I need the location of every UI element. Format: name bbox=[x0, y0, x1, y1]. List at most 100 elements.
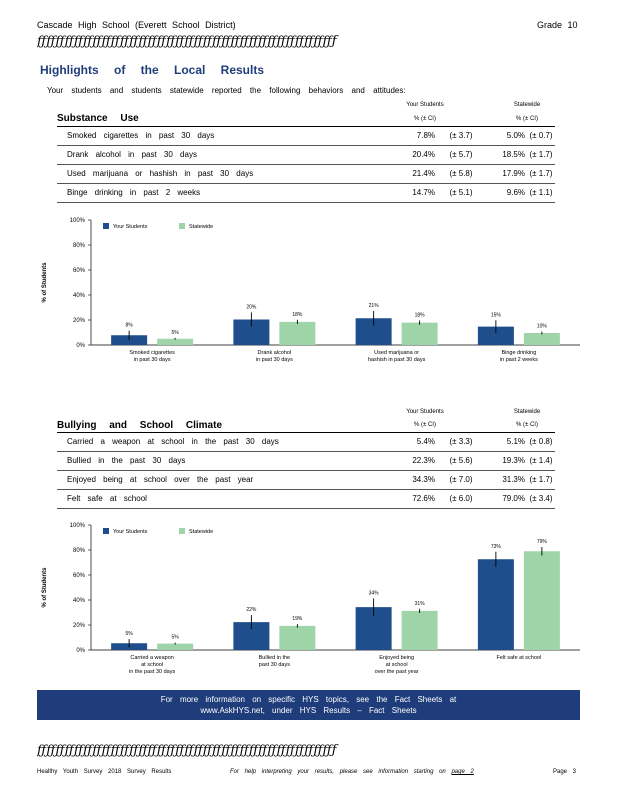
bottom-decorative-rule: ƒƒƒƒƒƒƒƒƒƒƒƒƒƒƒƒƒƒƒƒƒƒƒƒƒƒƒƒƒƒƒƒƒƒƒƒƒƒƒƒ… bbox=[37, 743, 337, 758]
row-value-state: 17.9% bbox=[502, 169, 525, 178]
y-axis-label: % of Students bbox=[42, 262, 48, 303]
row-label: Binge drinking in past 2 weeks bbox=[67, 188, 201, 197]
x-tick-label: at school bbox=[386, 662, 408, 668]
row-ci-state: (± 1.7) bbox=[529, 475, 553, 484]
data-label: 8% bbox=[126, 323, 134, 329]
row-value-yours: 14.7% bbox=[412, 188, 435, 197]
col-header-yours: Your Students bbox=[406, 409, 444, 415]
row-label: Drank alcohol in past 30 days bbox=[67, 150, 197, 159]
row-value-yours: 21.4% bbox=[412, 169, 435, 178]
y-tick-label: 40% bbox=[73, 293, 86, 299]
bar bbox=[401, 322, 438, 345]
y-tick-label: 0% bbox=[76, 343, 85, 349]
y-tick-label: 0% bbox=[76, 648, 85, 654]
row-value-state: 5.0% bbox=[506, 131, 525, 140]
x-tick-label: hashish in past 30 days bbox=[368, 357, 426, 363]
legend-swatch bbox=[103, 223, 109, 229]
table-top-rule bbox=[57, 126, 555, 127]
footer-page-ref-link[interactable]: page 2 bbox=[451, 769, 474, 775]
row-value-yours: 7.8% bbox=[416, 131, 435, 140]
col-header-state: Statewide bbox=[513, 409, 541, 415]
section-title-bullying: Bullying and School Climate bbox=[57, 420, 223, 431]
y-tick-label: 20% bbox=[73, 623, 86, 629]
data-label: 18% bbox=[415, 313, 426, 319]
row-label: Enjoyed being at school over the past ye… bbox=[67, 475, 254, 484]
bar bbox=[523, 551, 560, 650]
fact-sheets-banner: For more information on specific HYS top… bbox=[37, 690, 580, 720]
row-ci-state: (± 0.8) bbox=[529, 437, 553, 446]
row-ci-yours: (± 6.0) bbox=[449, 494, 473, 503]
row-label: Carried a weapon at school in the past 3… bbox=[67, 437, 279, 446]
data-label: 21% bbox=[369, 303, 380, 309]
x-tick-label: Bullied in the bbox=[259, 655, 291, 661]
bar bbox=[157, 338, 194, 345]
footer-page-number: Page 3 bbox=[553, 769, 577, 775]
row-ci-yours: (± 5.6) bbox=[449, 456, 473, 465]
row-ci-yours: (± 7.0) bbox=[449, 475, 473, 484]
legend-label: Your Students bbox=[113, 224, 148, 230]
bar bbox=[279, 625, 316, 650]
x-tick-label: Binge drinking bbox=[501, 350, 536, 356]
y-axis-label: % of Students bbox=[42, 567, 48, 608]
col-header-ci-state: % (± CI) bbox=[516, 422, 538, 428]
data-label: 34% bbox=[369, 590, 380, 596]
data-label: 5% bbox=[126, 631, 134, 637]
row-value-state: 79.0% bbox=[502, 494, 525, 503]
bullying-climate-chart: % of Students 0% 20% 40% 60% 80% 100% Your Stud… bbox=[42, 523, 580, 675]
x-tick-label: Felt safe at school bbox=[497, 655, 542, 661]
x-tick-label: in the past 30 days bbox=[129, 669, 175, 675]
x-tick-label: Used marijuana or bbox=[374, 350, 419, 356]
row-ci-yours: (± 3.3) bbox=[449, 437, 473, 446]
col-header-ci-yours: % (± CI) bbox=[414, 116, 436, 122]
top-decorative-rule: ƒƒƒƒƒƒƒƒƒƒƒƒƒƒƒƒƒƒƒƒƒƒƒƒƒƒƒƒƒƒƒƒƒƒƒƒƒƒƒƒ… bbox=[37, 34, 337, 49]
row-ci-state: (± 3.4) bbox=[529, 494, 553, 503]
row-ci-yours: (± 5.7) bbox=[449, 150, 473, 159]
x-tick-label: past 30 days bbox=[259, 662, 290, 668]
bar bbox=[279, 321, 316, 345]
data-label: 20% bbox=[246, 304, 257, 310]
legend-swatch bbox=[179, 528, 185, 534]
row-value-yours: 22.3% bbox=[412, 456, 435, 465]
x-tick-label: Smoked cigarettes bbox=[129, 350, 175, 356]
x-tick-label: in past 30 days bbox=[256, 357, 293, 363]
y-tick-label: 60% bbox=[73, 268, 86, 274]
row-value-state: 19.3% bbox=[502, 456, 525, 465]
substance-use-chart: % of Students 0% 20% 40% 60% 80% 100% Your Stud… bbox=[42, 218, 580, 363]
data-label: 22% bbox=[246, 607, 257, 613]
x-tick-label: in past 2 weeks bbox=[500, 357, 538, 363]
table-row: Used marijuana or hashish in past 30 day… bbox=[57, 165, 555, 184]
row-value-state: 5.1% bbox=[506, 437, 525, 446]
grade-label: Grade 10 bbox=[537, 20, 578, 30]
page-title: Highlights of the Local Results bbox=[40, 63, 265, 77]
col-header-ci-state: % (± CI) bbox=[516, 116, 538, 122]
row-ci-yours: (± 3.7) bbox=[449, 131, 473, 140]
bar bbox=[523, 333, 560, 345]
section-title-substance: Substance Use bbox=[57, 113, 139, 124]
row-label: Smoked cigarettes in past 30 days bbox=[67, 131, 215, 140]
legend-label: Statewide bbox=[189, 529, 213, 535]
data-label: 10% bbox=[537, 324, 548, 330]
row-value-yours: 5.4% bbox=[416, 437, 435, 446]
table-row: Drank alcohol in past 30 days 20.4% (± 5… bbox=[57, 146, 555, 165]
row-ci-state: (± 1.7) bbox=[529, 150, 553, 159]
y-tick-label: 100% bbox=[70, 523, 86, 529]
row-ci-yours: (± 5.8) bbox=[449, 169, 473, 178]
bar bbox=[477, 559, 514, 650]
row-value-yours: 20.4% bbox=[412, 150, 435, 159]
bar bbox=[111, 335, 148, 345]
table-row: Carried a weapon at school in the past 3… bbox=[57, 433, 555, 452]
y-tick-label: 100% bbox=[70, 218, 86, 224]
row-label: Bullied in the past 30 days bbox=[67, 456, 186, 465]
row-ci-yours: (± 5.1) bbox=[449, 188, 473, 197]
x-tick-label: over the past year bbox=[375, 669, 419, 675]
y-tick-label: 20% bbox=[73, 318, 86, 324]
y-tick-label: 40% bbox=[73, 598, 86, 604]
table-row: Smoked cigarettes in past 30 days 7.8% (… bbox=[57, 127, 555, 146]
data-label: 79% bbox=[537, 539, 548, 545]
banner-line-2: www.AskHYS.net, under HYS Results – Fact… bbox=[200, 706, 417, 715]
legend-label: Statewide bbox=[189, 224, 213, 230]
y-tick-label: 80% bbox=[73, 243, 86, 249]
data-label: 19% bbox=[292, 616, 303, 622]
bar bbox=[401, 610, 438, 650]
row-label: Felt safe at school bbox=[67, 494, 147, 503]
